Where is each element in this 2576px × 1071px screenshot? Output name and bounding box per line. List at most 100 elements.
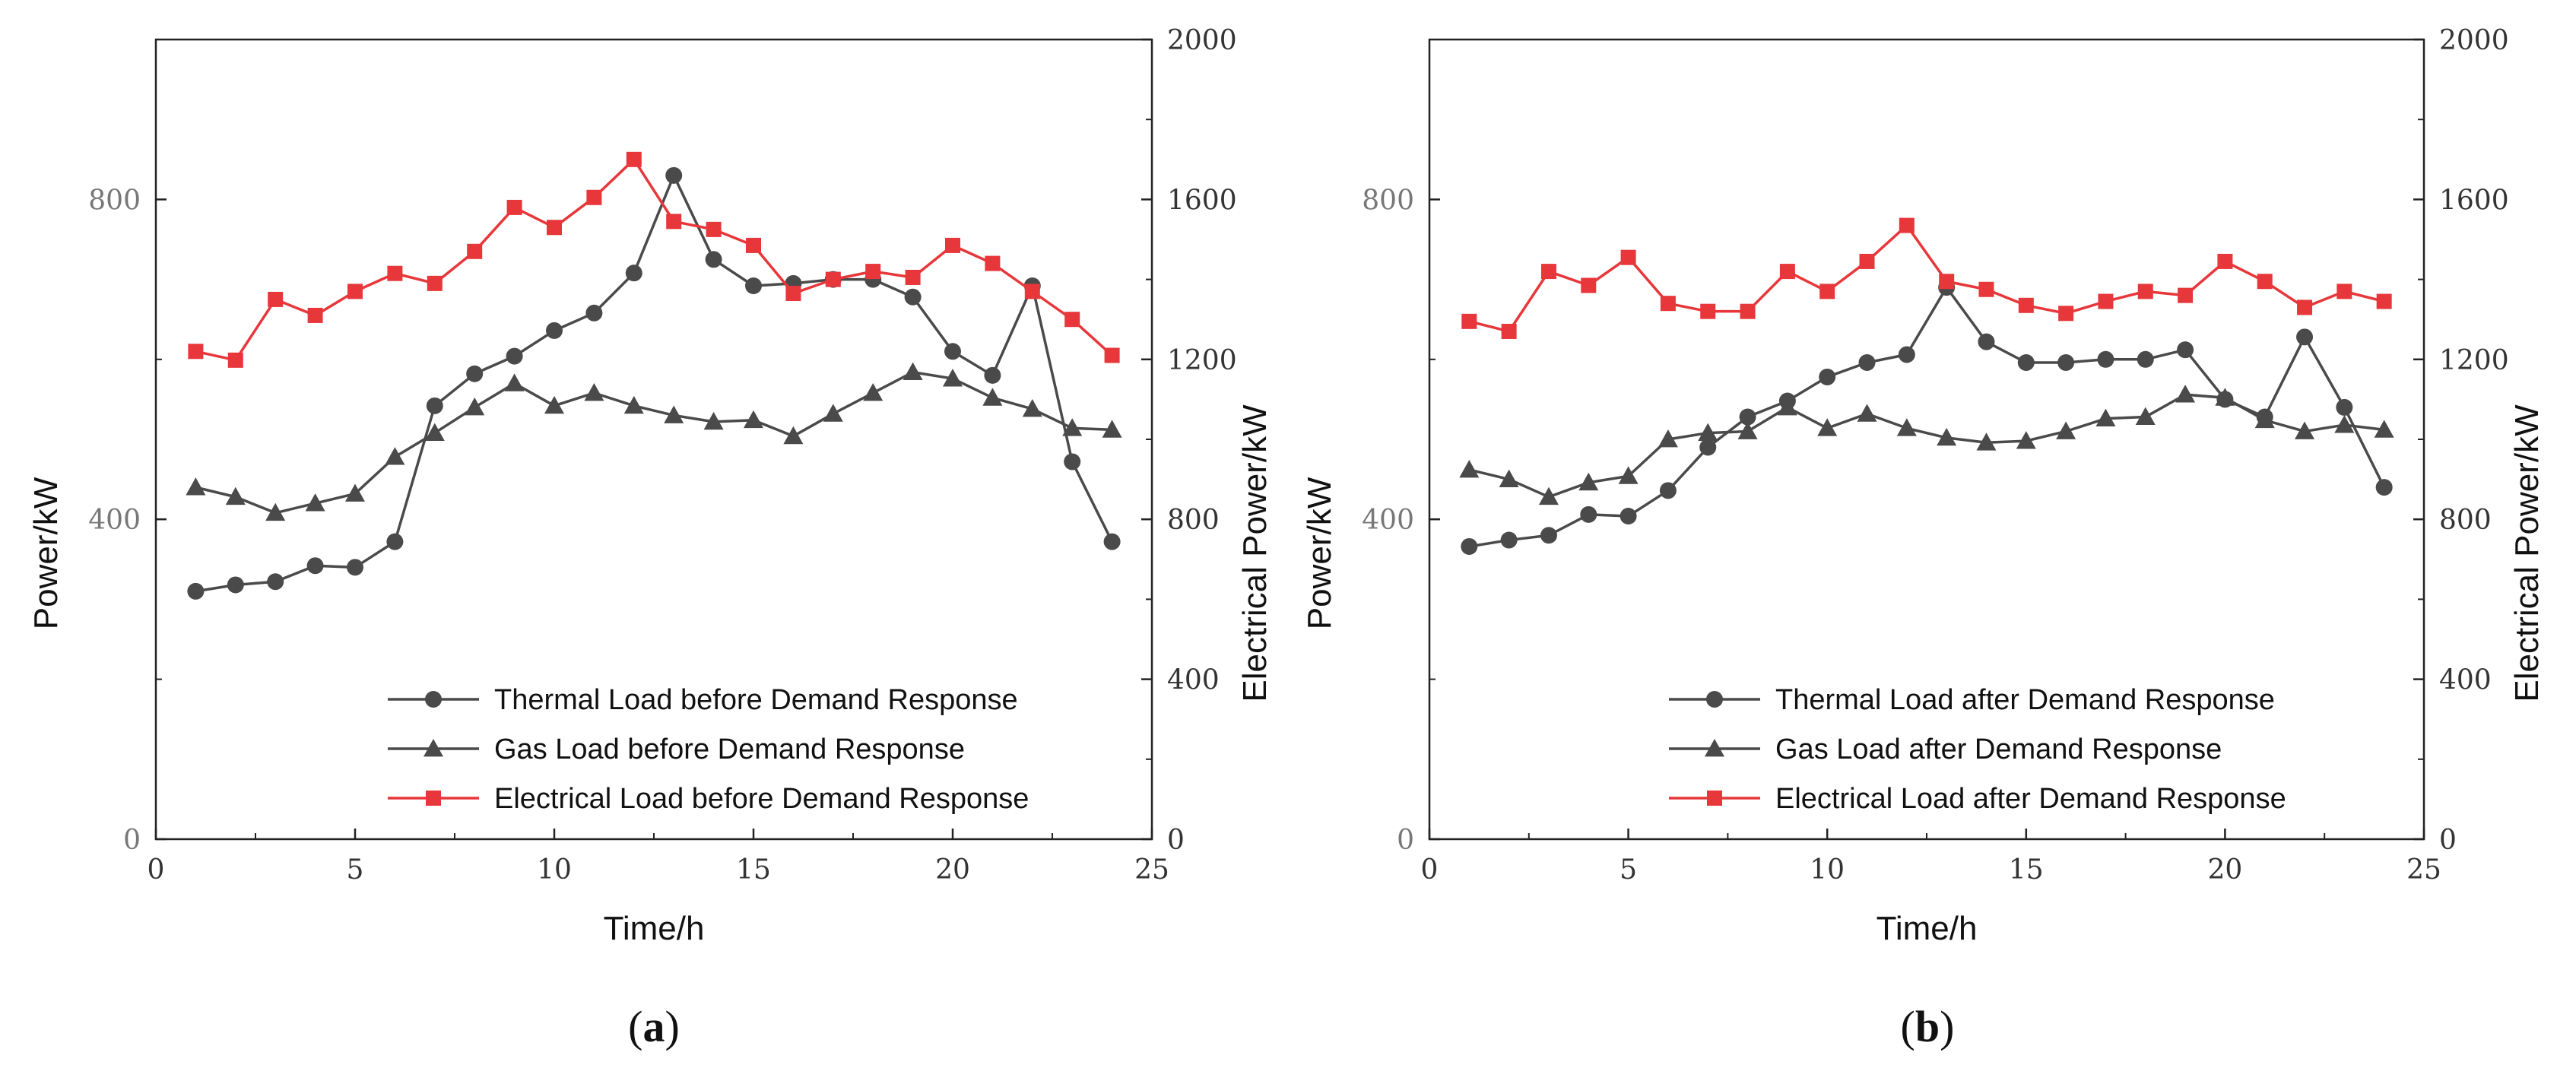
data-point-square <box>626 151 642 167</box>
data-point-square <box>785 286 801 302</box>
data-point-square <box>2297 299 2313 315</box>
data-point-triangle <box>1102 420 1122 438</box>
data-point-circle <box>1978 333 1995 350</box>
data-point-square <box>1620 249 1636 265</box>
data-point-triangle <box>1459 459 1480 478</box>
x-tick-label: 25 <box>2406 854 2441 886</box>
data-point-circle <box>705 251 722 268</box>
y-right-tick-label: 0 <box>2439 825 2457 856</box>
data-point-square <box>865 264 881 280</box>
data-point-square <box>2178 287 2194 303</box>
y-left-tick-label: 800 <box>1362 185 1414 216</box>
data-point-circle <box>625 265 642 282</box>
x-tick-label: 10 <box>537 854 572 886</box>
data-point-square <box>1939 274 1955 290</box>
data-point-square <box>586 189 602 205</box>
data-point-square <box>1779 264 1795 280</box>
data-point-circle <box>1500 531 1518 549</box>
data-point-triangle <box>584 382 604 401</box>
data-point-circle <box>2177 341 2194 359</box>
data-point-circle <box>585 304 603 322</box>
data-point-circle <box>1699 439 1717 456</box>
data-point-triangle <box>1062 418 1083 436</box>
y-left-axis-title: Power/kW <box>27 477 65 629</box>
series-line-circle <box>1469 286 2386 548</box>
data-point-triangle <box>943 369 963 387</box>
data-point-circle <box>1064 453 1081 471</box>
data-point-triangle <box>2374 420 2394 438</box>
data-point-triangle <box>305 493 325 512</box>
data-point-triangle <box>2016 431 2036 449</box>
data-point-circle <box>1659 482 1677 499</box>
x-axis-title: Time/h <box>1876 910 1978 947</box>
plot-frame <box>1428 38 2425 841</box>
data-point-square <box>2098 293 2114 309</box>
legend-label: Electrical Load before Demand Response <box>494 783 1029 815</box>
data-point-square <box>227 352 243 368</box>
legend-marker-square <box>426 791 441 806</box>
data-point-triangle <box>2295 421 2315 439</box>
data-point-square <box>2257 274 2273 290</box>
data-point-circle <box>1540 527 1557 544</box>
data-point-square <box>1819 284 1835 299</box>
y-right-tick-label: 2000 <box>1167 25 1237 56</box>
y-right-tick-label: 400 <box>1167 665 1220 696</box>
y-right-tick-label: 800 <box>1167 505 1220 536</box>
data-point-circle <box>187 582 205 600</box>
y-left-tick-label: 800 <box>88 185 141 216</box>
data-point-triangle <box>2254 410 2275 429</box>
series-line-circle <box>195 174 1114 593</box>
y-right-tick-label: 1200 <box>1167 345 1237 376</box>
legend-label: Thermal Load after Demand Response <box>1775 684 2275 716</box>
data-point-square <box>825 271 841 287</box>
data-point-triangle <box>863 382 884 401</box>
data-point-square <box>2376 293 2392 309</box>
chart-panel-b: 0 5 10 15 20 2504008000400800120016002000Time… <box>1301 25 2546 1051</box>
data-point-square <box>1660 296 1676 312</box>
x-tick-label: 25 <box>1134 854 1169 886</box>
legend-marker-square <box>1707 791 1722 806</box>
data-point-triangle <box>225 486 246 505</box>
data-point-triangle <box>1896 418 1917 436</box>
series-line-square <box>1468 223 2385 333</box>
data-point-square <box>2058 306 2074 322</box>
data-point-triangle <box>1658 429 1678 448</box>
data-point-triangle <box>424 423 445 441</box>
y-right-tick-label: 0 <box>1167 825 1185 856</box>
data-point-circle <box>2296 328 2314 346</box>
y-right-tick-label: 2000 <box>2439 25 2509 56</box>
data-point-square <box>1064 312 1080 328</box>
plot-frame <box>154 38 1153 841</box>
data-point-triangle <box>982 388 1003 406</box>
data-point-triangle <box>783 426 804 445</box>
data-point-triangle <box>265 502 286 521</box>
legend-label: Electrical Load after Demand Response <box>1775 783 2286 815</box>
y-right-tick-label: 1600 <box>2439 185 2509 216</box>
data-point-square <box>2137 284 2153 299</box>
data-point-triangle <box>703 411 724 430</box>
data-point-triangle <box>1618 466 1639 484</box>
data-point-square <box>1461 313 1477 329</box>
data-point-square <box>1540 264 1556 280</box>
y-left-tick-label: 0 <box>1397 825 1414 856</box>
y-right-tick-label: 1200 <box>2439 345 2509 376</box>
panel-label: (b) <box>1901 1002 1955 1051</box>
data-point-triangle <box>504 373 525 391</box>
data-point-circle <box>267 573 284 591</box>
legend-label: Gas Load after Demand Response <box>1775 734 2222 765</box>
y-right-tick-label: 800 <box>2439 505 2492 536</box>
y-left-axis-title: Power/kW <box>1301 477 1338 629</box>
data-point-square <box>945 237 960 253</box>
data-point-circle <box>227 576 244 594</box>
data-point-square <box>2217 253 2233 269</box>
data-point-triangle <box>1022 399 1042 417</box>
data-point-triangle <box>1817 418 1838 436</box>
y-left-tick-label: 0 <box>123 825 141 856</box>
data-point-triangle <box>823 404 843 422</box>
data-point-circle <box>426 397 443 414</box>
data-point-square <box>547 220 562 236</box>
data-point-circle <box>984 366 1001 384</box>
data-point-circle <box>1739 408 1756 426</box>
data-point-square <box>1024 284 1040 299</box>
